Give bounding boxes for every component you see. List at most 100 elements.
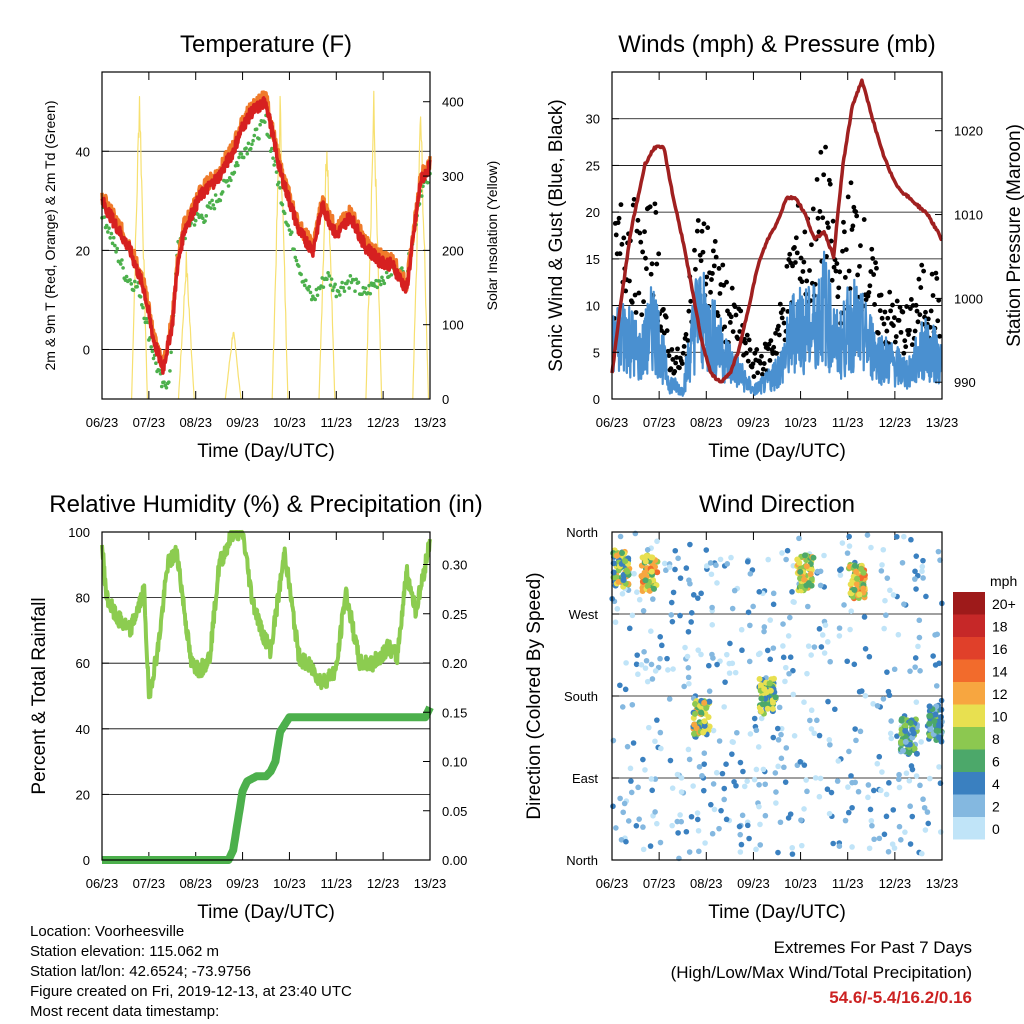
direction-point [816, 732, 823, 739]
gust-point [807, 268, 812, 273]
direction-point [849, 844, 855, 850]
direction-point [755, 744, 762, 750]
direction-point [922, 827, 929, 833]
gust-point [827, 181, 833, 187]
legend-swatch [953, 817, 985, 840]
direction-point [760, 766, 767, 773]
direction-point [633, 661, 640, 668]
solar-insolation-line [318, 151, 336, 400]
direction-point [622, 686, 629, 693]
direction-point [703, 705, 710, 712]
direction-point [770, 590, 777, 597]
direction-point [913, 750, 920, 757]
gust-point [716, 266, 722, 271]
y-tick-label: South [564, 689, 598, 704]
dewpoint-point [121, 266, 125, 270]
gust-point [779, 315, 785, 321]
gust-point [834, 261, 840, 266]
direction-point [858, 565, 865, 572]
gust-point [679, 361, 685, 366]
dewpoint-point [270, 146, 274, 151]
direction-point [895, 631, 902, 638]
direction-point [672, 566, 678, 573]
gust-point [847, 286, 853, 292]
gust-point [908, 297, 914, 302]
gust-point [893, 334, 899, 339]
direction-point [761, 624, 768, 630]
dewpoint-point [367, 283, 371, 288]
x-tick-label: 06/23 [596, 876, 629, 891]
gust-point [632, 292, 638, 298]
dewpoint-point [138, 294, 143, 299]
direction-point [801, 699, 807, 705]
dewpoint-point [384, 270, 389, 275]
direction-point [729, 605, 736, 612]
gust-point [875, 330, 881, 336]
direction-point [868, 544, 874, 551]
legend-swatch [953, 592, 985, 615]
x-tick-label: 08/23 [179, 415, 212, 430]
direction-point [773, 789, 779, 795]
direction-point [787, 811, 794, 817]
winds-panel: Winds (mph) & Pressure (mb) Time (Day/UTC… [546, 31, 1024, 462]
gust-point [698, 258, 704, 264]
x-tick-label: 09/23 [226, 876, 259, 891]
dewpoint-point [169, 350, 173, 355]
direction-point [619, 704, 626, 710]
direction-point [721, 796, 727, 803]
dewpoint-point [297, 264, 301, 268]
direction-point [854, 575, 861, 582]
direction-point [912, 655, 919, 661]
direction-point [891, 666, 898, 673]
y2-tick-label: 1020 [954, 124, 983, 139]
gust-point [898, 329, 904, 335]
y2-tick-label: 0.20 [442, 656, 467, 671]
temp-panel: Temperature (F) Time (Day/UTC) 2m & 9m T (… [42, 31, 500, 462]
dewpoint-point [196, 212, 200, 217]
gust-point [835, 294, 841, 300]
direction-point [796, 535, 802, 542]
dewpoint-point [141, 305, 145, 310]
dewpoint-point [280, 202, 285, 207]
direction-point [661, 560, 668, 567]
y-tick-label: 30 [586, 112, 600, 127]
direction-point [832, 706, 838, 713]
gust-point [843, 247, 849, 253]
direction-point [826, 737, 833, 743]
direction-point [644, 583, 651, 590]
gust-point [854, 213, 860, 219]
dewpoint-point [307, 284, 312, 289]
direction-point [913, 699, 920, 705]
legend-swatch [953, 614, 985, 637]
direction-point [711, 806, 718, 813]
dewpoint-point [108, 236, 112, 240]
direction-point [709, 604, 715, 611]
y2-tick-label: 0.15 [442, 705, 467, 720]
gust-point [760, 366, 766, 372]
direction-point [758, 715, 765, 722]
direction-point [888, 735, 895, 742]
gust-point [891, 323, 896, 328]
dewpoint-point [207, 200, 212, 205]
dewpoint-point [229, 178, 233, 183]
gust-point [728, 314, 734, 320]
direction-point [701, 750, 708, 757]
direction-point [876, 753, 883, 760]
direction-point [936, 764, 942, 770]
direction-point [865, 794, 871, 801]
gust-point [722, 324, 728, 330]
dewpoint-point [232, 170, 237, 175]
legend-swatch [953, 794, 985, 817]
direction-point [698, 590, 704, 597]
dewpoint-point [115, 246, 120, 251]
gust-point [818, 149, 824, 155]
direction-point [874, 702, 881, 709]
direction-point [783, 556, 789, 563]
dewpoint-point [375, 285, 380, 290]
gust-point [681, 344, 687, 349]
direction-point [853, 737, 859, 744]
dewpoint-point [166, 380, 171, 384]
direction-point [757, 708, 764, 715]
gust-point [619, 241, 625, 247]
gust-point [765, 346, 771, 352]
